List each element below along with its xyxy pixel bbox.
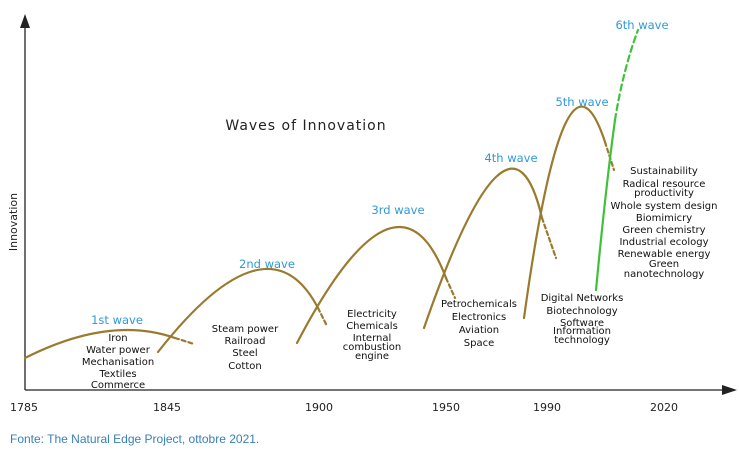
wave-item: Commerce	[91, 380, 145, 391]
waves-of-innovation-diagram: Innovation Waves of Innovation 1785 1845…	[7, 14, 737, 414]
x-tick-label: 2020	[650, 401, 678, 414]
wave-5-items: Digital Networks Biotechnology Software …	[541, 293, 624, 346]
wave-2-label: 2nd wave	[239, 257, 295, 271]
wave-item: Whole system design	[611, 201, 718, 212]
wave-item: Digital Networks	[541, 293, 624, 304]
wave-item: productivity	[634, 188, 694, 199]
wave-item: nanotechnology	[624, 269, 705, 280]
wave-3-label: 3rd wave	[371, 203, 424, 217]
wave-1-label: 1st wave	[91, 313, 143, 327]
wave-labels: 1st wave 2nd wave 3rd wave 4th wave 5th …	[91, 18, 668, 327]
wave-curves	[23, 28, 640, 360]
wave-item: Cotton	[228, 361, 261, 372]
x-tick-label: 1990	[533, 401, 561, 414]
wave-item: Renewable energy	[618, 249, 711, 260]
wave-item: Space	[464, 338, 494, 349]
wave-item: Petrochemicals	[441, 299, 517, 310]
wave-5-label: 5th wave	[555, 95, 608, 109]
wave-3-curve-tail	[444, 276, 457, 300]
wave-item: technology	[554, 335, 610, 346]
wave-6-label: 6th wave	[615, 18, 668, 32]
wave-item: Iron	[108, 333, 127, 344]
wave-item: Water power	[86, 345, 151, 356]
wave-5-curve	[522, 105, 607, 320]
wave-3-items: Electricity Chemicals Internal combustio…	[343, 309, 401, 362]
wave-item: combustion	[343, 342, 401, 353]
wave-item: Chemicals	[346, 321, 398, 332]
wave-4-curve	[422, 167, 544, 330]
wave-1-items: Iron Water power Mechanisation Textiles …	[82, 333, 154, 391]
source-caption: Fonte: The Natural Edge Project, ottobre…	[10, 432, 260, 446]
wave-item: Information	[553, 326, 611, 337]
wave-2-items: Steam power Railroad Steel Cotton	[212, 324, 279, 372]
wave-item: Radical resource	[623, 179, 706, 190]
x-tick-label: 1785	[10, 401, 38, 414]
wave-item: engine	[355, 351, 389, 362]
wave-item: Industrial ecology	[619, 237, 708, 248]
wave-1-curve	[23, 328, 177, 360]
wave-item: Aviation	[459, 325, 499, 336]
wave-item: Railroad	[225, 336, 266, 347]
wave-item: Green	[649, 259, 679, 270]
wave-item: Biomimicry	[636, 213, 692, 224]
wave-6-curve	[594, 118, 617, 292]
wave-2-curve-tail	[316, 306, 329, 328]
wave-item: Steam power	[212, 324, 279, 335]
wave-item: Steel	[232, 348, 257, 359]
wave-item: Biotechnology	[546, 306, 617, 317]
wave-6-items: Sustainability Radical resource producti…	[611, 166, 718, 280]
diagram-title: Waves of Innovation	[225, 118, 386, 134]
wave-4-label: 4th wave	[484, 151, 537, 165]
wave-item: Textiles	[98, 369, 136, 380]
wave-4-items: Petrochemicals Electronics Aviation Spac…	[441, 299, 517, 349]
wave-1-curve-tail	[173, 336, 196, 346]
wave-item: Electricity	[347, 309, 397, 320]
wave-item: Mechanisation	[82, 357, 154, 368]
x-tick-label: 1950	[432, 401, 460, 414]
axes	[20, 14, 737, 395]
wave-item: Sustainability	[630, 166, 698, 177]
x-tick-label: 1900	[305, 401, 333, 414]
y-axis-arrow	[20, 14, 30, 28]
wave-2-curve	[156, 268, 320, 354]
x-tick-labels: 1785 1845 1900 1950 1990 2020	[10, 401, 678, 414]
wave-3-curve	[295, 225, 448, 345]
wave-4-curve-tail	[540, 216, 558, 260]
wave-item: Software	[560, 318, 604, 329]
y-axis-label: Innovation	[7, 193, 20, 251]
x-tick-label: 1845	[153, 401, 181, 414]
x-axis-arrow	[722, 385, 737, 395]
wave-item: Internal	[353, 333, 392, 344]
wave-item: Green chemistry	[622, 225, 705, 236]
wave-6-curve-dashed	[613, 28, 640, 122]
wave-item: Electronics	[452, 312, 507, 323]
